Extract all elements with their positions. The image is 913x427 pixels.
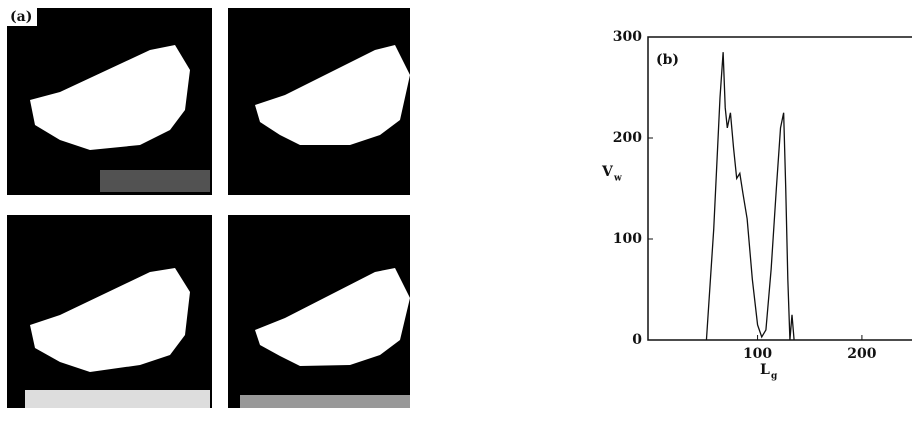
noise — [25, 390, 210, 408]
data-line — [706, 52, 794, 340]
x-axis-label-sub: g — [771, 372, 778, 382]
noise — [240, 395, 410, 408]
figure: (a) V w L g (b) 0 100 200 300 100 200 — [0, 0, 913, 423]
page: (a) V w L g (b) 0100200300100200 (() => … — [0, 0, 913, 423]
noise — [100, 170, 210, 192]
y-tick-label: 0 — [632, 332, 642, 348]
axis-frame — [648, 37, 912, 340]
y-tick-label: 300 — [613, 29, 642, 45]
y-tick-label: 100 — [613, 231, 642, 247]
panel-label: (b) — [656, 52, 679, 68]
x-axis-label: L — [760, 362, 770, 378]
x-tick-label: 200 — [847, 346, 876, 362]
image-panels: (a) — [7, 8, 410, 408]
y-axis-label: V — [601, 164, 614, 180]
panel-label: (a) — [10, 9, 32, 25]
x-tick-label: 100 — [743, 346, 772, 362]
y-axis-label-sub: w — [613, 174, 622, 184]
y-tick-label: 200 — [613, 130, 642, 146]
